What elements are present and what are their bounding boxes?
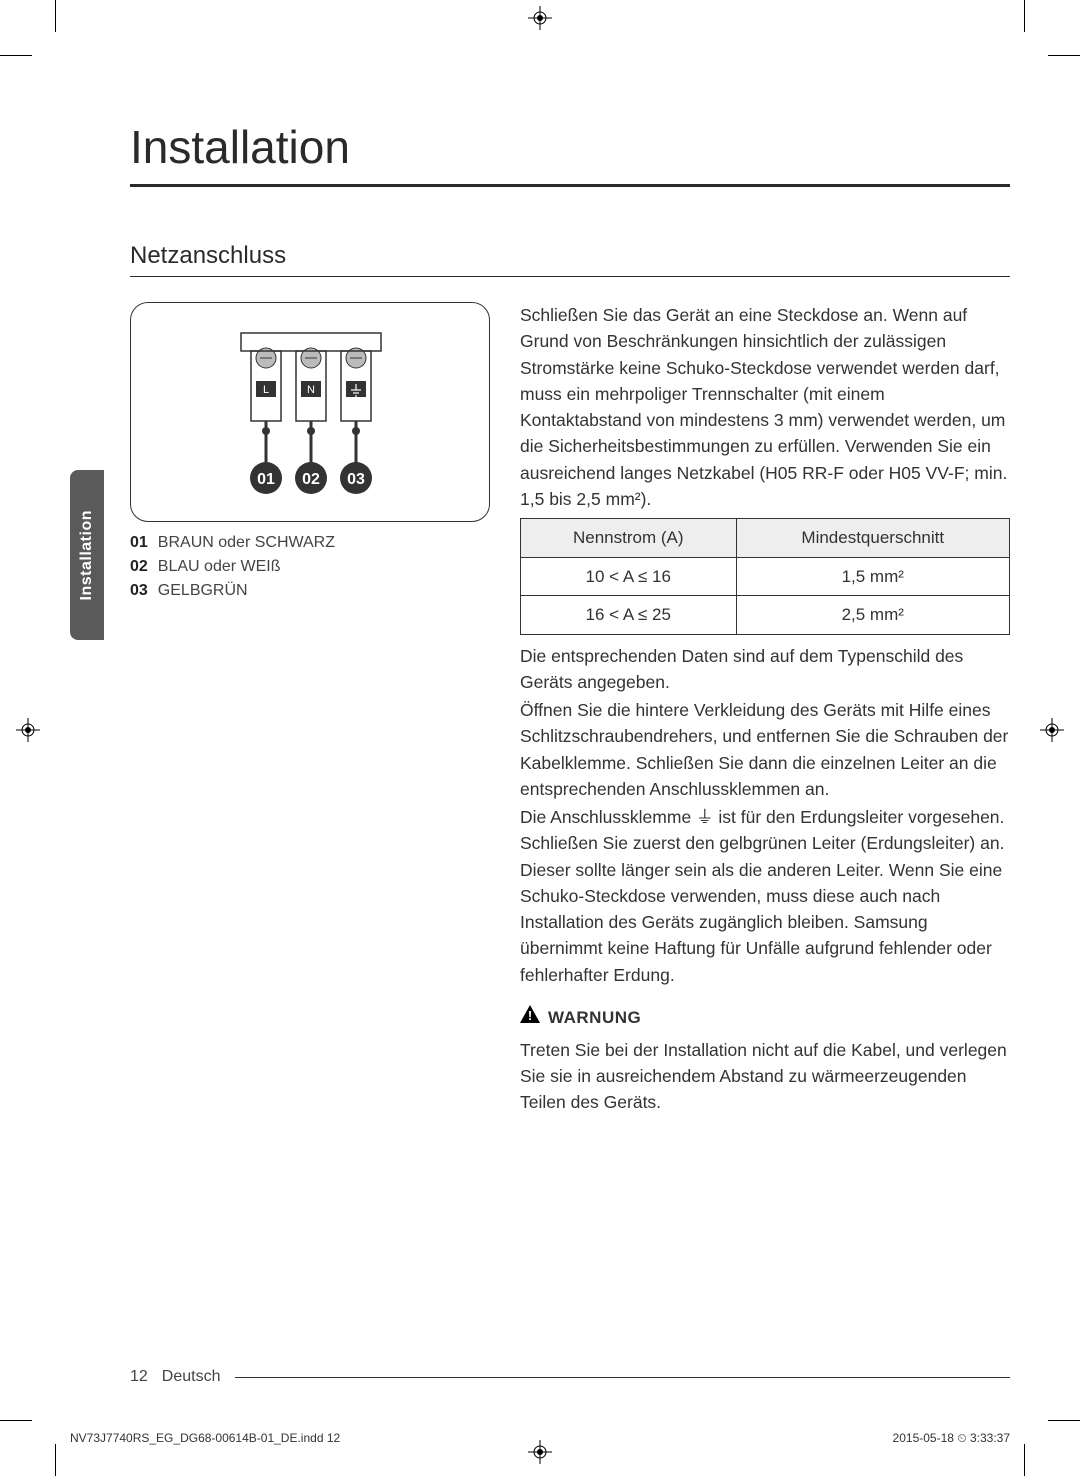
table-row: 16 < A ≤ 25 2,5 mm² bbox=[521, 596, 1010, 635]
crop-mark bbox=[1024, 0, 1025, 32]
crop-mark bbox=[1048, 55, 1080, 56]
callout-03: 03 bbox=[347, 471, 365, 488]
crop-mark bbox=[0, 1420, 32, 1421]
page-content: Installation Installation Netzanschluss bbox=[70, 70, 1010, 1406]
warning-heading: ! WARNUNG bbox=[520, 1004, 1010, 1031]
table-header: Nennstrom (A) bbox=[521, 519, 737, 558]
callout-02: 02 bbox=[302, 471, 320, 488]
paragraph: Öffnen Sie die hintere Verkleidung des G… bbox=[520, 697, 1010, 802]
legend-row: 01 BRAUN oder SCHWARZ bbox=[130, 534, 490, 552]
print-timestamp: 2015-05-18 ⏲ 3:33:37 bbox=[893, 1431, 1010, 1446]
registration-mark-icon bbox=[528, 6, 552, 30]
legend-text: BRAUN oder SCHWARZ bbox=[158, 534, 335, 552]
page-footer: 12 Deutsch bbox=[130, 1368, 1010, 1386]
legend-num: 01 bbox=[130, 534, 148, 552]
callout-01: 01 bbox=[257, 471, 275, 488]
paragraph: Die entsprechenden Daten sind auf dem Ty… bbox=[520, 643, 1010, 696]
legend-num: 03 bbox=[130, 582, 148, 600]
table-cell: 2,5 mm² bbox=[736, 596, 1010, 635]
wiring-diagram: L N bbox=[130, 302, 490, 522]
footer-rule bbox=[235, 1377, 1011, 1378]
crop-mark bbox=[1024, 1444, 1025, 1476]
footer-lang: Deutsch bbox=[162, 1368, 221, 1386]
table-row: 10 < A ≤ 16 1,5 mm² bbox=[521, 557, 1010, 596]
paragraph: Schließen Sie das Gerät an eine Steckdos… bbox=[520, 302, 1010, 512]
warning-text: Treten Sie bei der Installation nicht au… bbox=[520, 1037, 1010, 1116]
warning-icon: ! bbox=[520, 1004, 540, 1031]
spec-table: Nennstrom (A) Mindestquerschnitt 10 < A … bbox=[520, 518, 1010, 635]
legend-text: BLAU oder WEIß bbox=[158, 558, 281, 576]
legend-num: 02 bbox=[130, 558, 148, 576]
section-side-tab: Installation bbox=[70, 470, 104, 640]
legend-row: 03 GELBGRÜN bbox=[130, 582, 490, 600]
crop-mark bbox=[1048, 1420, 1080, 1421]
crop-mark bbox=[55, 1444, 56, 1476]
section-title: Netzanschluss bbox=[130, 242, 1010, 277]
print-file-name: NV73J7740RS_EG_DG68-00614B-01_DE.indd 12 bbox=[70, 1431, 340, 1446]
page-number: 12 bbox=[130, 1368, 148, 1386]
diagram-legend: 01 BRAUN oder SCHWARZ 02 BLAU oder WEIß … bbox=[130, 534, 490, 600]
table-cell: 16 < A ≤ 25 bbox=[521, 596, 737, 635]
svg-text:!: ! bbox=[528, 1008, 532, 1023]
side-tab-label: Installation bbox=[78, 510, 96, 600]
terminal-label-n: N bbox=[307, 384, 315, 396]
page-title: Installation bbox=[130, 120, 1010, 187]
legend-row: 02 BLAU oder WEIß bbox=[130, 558, 490, 576]
table-cell: 1,5 mm² bbox=[736, 557, 1010, 596]
table-cell: 10 < A ≤ 16 bbox=[521, 557, 737, 596]
legend-text: GELBGRÜN bbox=[158, 582, 248, 600]
crop-mark bbox=[55, 0, 56, 32]
paragraph: Die Anschlussklemme ⏚ ist für den Erdung… bbox=[520, 804, 1010, 988]
crop-mark bbox=[0, 55, 32, 56]
registration-mark-icon bbox=[16, 718, 40, 742]
registration-mark-icon bbox=[1040, 718, 1064, 742]
table-header: Mindestquerschnitt bbox=[736, 519, 1010, 558]
print-job-footer: NV73J7740RS_EG_DG68-00614B-01_DE.indd 12… bbox=[70, 1431, 1010, 1446]
terminal-label-l: L bbox=[263, 384, 269, 396]
warning-label: WARNUNG bbox=[548, 1005, 641, 1031]
